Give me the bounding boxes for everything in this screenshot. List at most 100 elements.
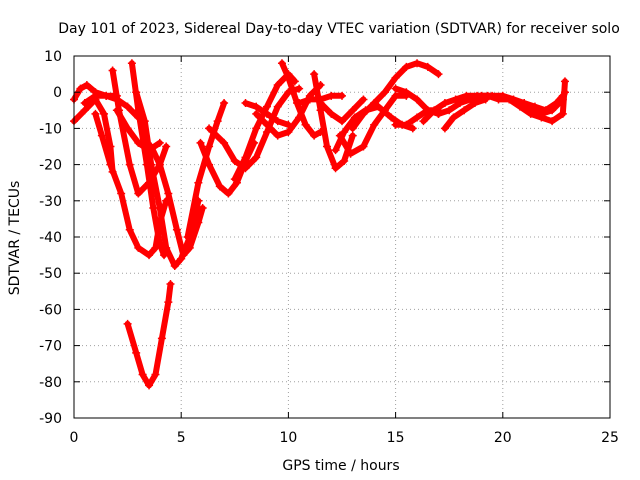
data-point bbox=[220, 99, 229, 108]
series-arc-11 bbox=[183, 99, 229, 241]
series-arc-23 bbox=[348, 59, 443, 133]
data-point bbox=[262, 102, 271, 111]
y-tick-label: 0 bbox=[53, 85, 62, 101]
data-point bbox=[273, 80, 282, 89]
data-point bbox=[391, 120, 400, 129]
data-point bbox=[262, 120, 271, 129]
x-tick-label: 15 bbox=[387, 430, 405, 446]
data-point bbox=[125, 160, 134, 169]
data-point bbox=[348, 131, 357, 140]
data-point bbox=[327, 109, 336, 118]
data-point bbox=[301, 120, 310, 129]
data-point bbox=[162, 243, 171, 252]
data-point bbox=[106, 160, 115, 169]
data-point bbox=[498, 91, 507, 100]
data-point bbox=[340, 156, 349, 165]
y-tick-label: -30 bbox=[39, 194, 62, 210]
data-point bbox=[322, 142, 331, 151]
series-arc bbox=[124, 281, 174, 389]
data-point bbox=[241, 153, 250, 162]
data-point bbox=[374, 102, 383, 111]
x-tick-label: 0 bbox=[70, 430, 79, 446]
x-axis-label: GPS time / hours bbox=[282, 458, 399, 474]
data-point bbox=[370, 120, 379, 129]
data-point bbox=[338, 117, 346, 126]
data-point bbox=[440, 124, 449, 133]
data-point bbox=[80, 106, 89, 115]
data-point bbox=[138, 370, 147, 379]
data-point bbox=[445, 106, 454, 115]
data-point bbox=[380, 88, 389, 97]
data-point bbox=[295, 84, 304, 93]
data-point bbox=[220, 138, 229, 147]
data-point bbox=[134, 243, 143, 252]
data-point bbox=[481, 95, 490, 104]
data-point bbox=[370, 99, 379, 108]
data-point bbox=[97, 131, 106, 140]
data-point bbox=[155, 204, 164, 213]
data-point bbox=[434, 109, 443, 118]
data-point bbox=[151, 370, 160, 379]
series-arc-03 bbox=[80, 91, 143, 122]
data-point bbox=[172, 225, 181, 234]
data-point bbox=[359, 142, 368, 151]
x-tick-label: 25 bbox=[601, 430, 619, 446]
data-point bbox=[91, 91, 100, 100]
data-point bbox=[155, 240, 164, 249]
data-point bbox=[340, 128, 349, 137]
data-point bbox=[252, 153, 261, 162]
data-point bbox=[295, 99, 304, 108]
series-arc bbox=[71, 96, 116, 175]
tick-labels: 0 5 10 15 20 25 10 0 -10 -20 -30 -40 -50 -60 -70 -80 -90 bbox=[39, 49, 619, 446]
y-tick-label: -80 bbox=[39, 375, 62, 391]
data-point bbox=[262, 109, 271, 118]
data-point bbox=[391, 73, 400, 82]
data-point bbox=[402, 120, 411, 129]
data-point bbox=[359, 109, 368, 118]
data-point bbox=[273, 117, 282, 126]
data-point bbox=[419, 117, 428, 126]
data-point bbox=[162, 142, 171, 151]
data-point bbox=[537, 113, 546, 122]
data-point bbox=[460, 106, 469, 115]
data-point bbox=[548, 117, 557, 126]
data-point bbox=[224, 189, 233, 198]
data-point bbox=[331, 164, 340, 173]
data-point bbox=[515, 102, 524, 111]
data-point bbox=[157, 334, 166, 343]
x-tick-label: 10 bbox=[279, 430, 297, 446]
y-tick-label: 10 bbox=[44, 49, 62, 65]
data-point bbox=[123, 319, 132, 328]
data-point bbox=[183, 233, 192, 241]
data-point bbox=[108, 66, 117, 75]
data-point bbox=[346, 149, 355, 158]
data-point bbox=[327, 91, 336, 100]
y-tick-label: -60 bbox=[39, 302, 62, 318]
data-point bbox=[541, 106, 550, 115]
data-point bbox=[80, 99, 89, 108]
series-arc-09 bbox=[123, 280, 175, 390]
data-point bbox=[348, 106, 357, 115]
data-point bbox=[408, 124, 417, 133]
data-point bbox=[310, 70, 319, 79]
data-point bbox=[123, 124, 132, 133]
data-point bbox=[402, 62, 411, 71]
data-point bbox=[147, 142, 156, 151]
data-point bbox=[262, 128, 271, 137]
data-point bbox=[310, 131, 319, 140]
x-tick-label: 20 bbox=[494, 430, 512, 446]
data-point bbox=[526, 109, 535, 118]
data-point bbox=[331, 146, 340, 155]
data-point bbox=[273, 102, 282, 111]
data-point bbox=[560, 77, 569, 86]
y-tick-label: -90 bbox=[39, 411, 62, 427]
y-tick-label: -20 bbox=[39, 158, 62, 174]
data-point bbox=[196, 138, 205, 147]
data-point bbox=[134, 189, 143, 198]
data-point bbox=[434, 70, 443, 79]
data-point bbox=[530, 102, 539, 111]
y-tick-label: -10 bbox=[39, 121, 62, 137]
data-point bbox=[413, 113, 422, 122]
data-point bbox=[430, 106, 439, 115]
data-point bbox=[164, 189, 173, 198]
